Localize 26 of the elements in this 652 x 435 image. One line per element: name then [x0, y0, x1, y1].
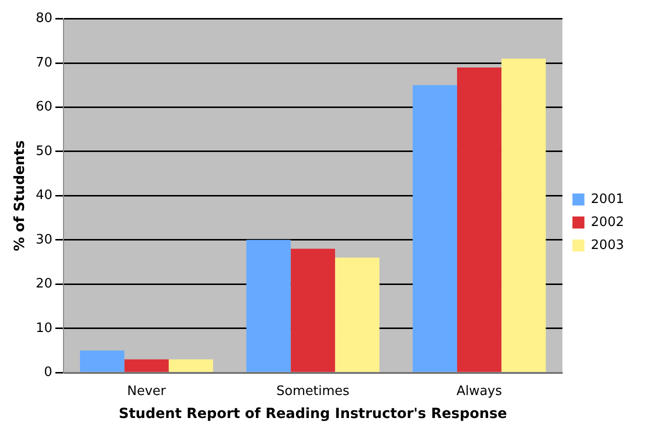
legend-label: 2003 — [590, 238, 624, 253]
y-axis-title: % of Students — [12, 140, 28, 252]
bar — [290, 248, 336, 372]
x-tick-label: Sometimes — [276, 384, 350, 399]
bar — [457, 67, 502, 372]
x-tick-label: Never — [127, 384, 167, 399]
bar — [80, 350, 124, 372]
legend-label: 2002 — [590, 214, 624, 230]
bar — [246, 240, 291, 372]
bar — [501, 58, 546, 372]
y-tick-label: 50 — [36, 144, 52, 159]
bar — [124, 359, 169, 372]
y-tick-label: 20 — [36, 276, 52, 292]
y-tick-label: 0 — [44, 364, 52, 380]
y-tick-label: 40 — [36, 188, 52, 204]
bar — [335, 258, 380, 372]
bar — [412, 85, 458, 372]
bar — [168, 359, 214, 372]
y-tick-label: 60 — [36, 100, 52, 115]
y-tick-label: 70 — [36, 55, 52, 70]
x-tick-label: Always — [456, 384, 502, 399]
legend-label: 2001 — [590, 192, 624, 207]
y-tick-label: 80 — [36, 11, 52, 26]
y-tick-label: 30 — [36, 232, 52, 248]
y-tick-label: 10 — [36, 320, 52, 336]
x-axis-title: Student Report of Reading Instructor's Response — [118, 406, 508, 422]
